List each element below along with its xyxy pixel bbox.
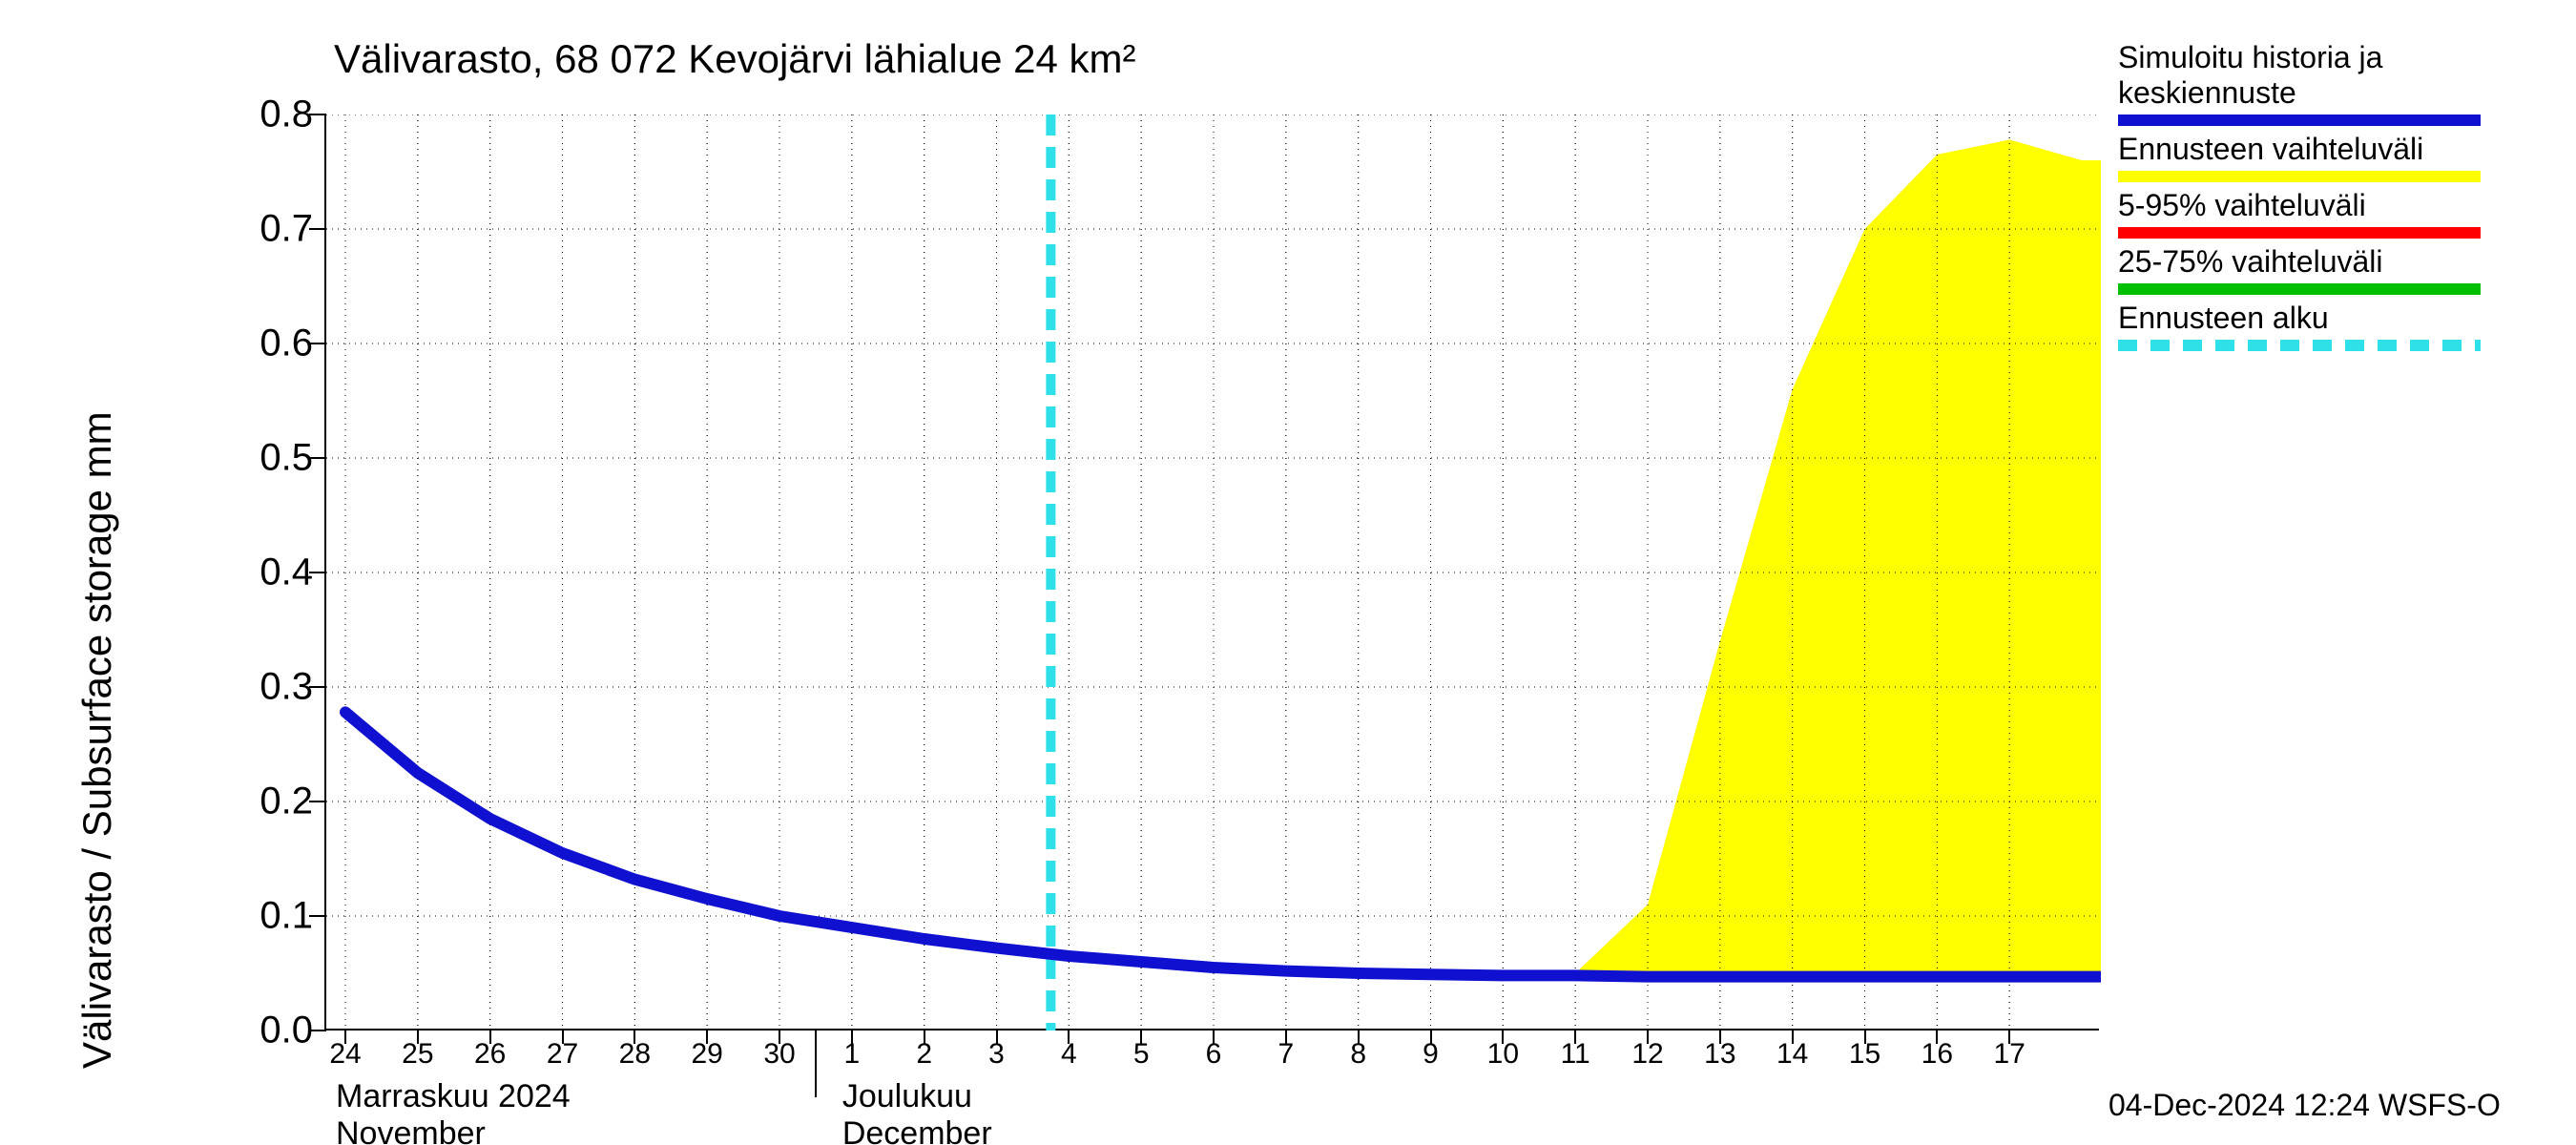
forecast-range-fill — [345, 139, 2101, 976]
y-axis-label: Välivarasto / Subsurface storage mm — [74, 411, 120, 1069]
legend-item: Ennusteen alku — [2118, 301, 2481, 351]
legend-item: Ennusteen vaihteluväli — [2118, 132, 2481, 182]
chart-title: Välivarasto, 68 072 Kevojärvi lähialue 2… — [334, 36, 1135, 82]
legend-swatch — [2118, 171, 2481, 182]
legend-label: Ennusteen alku — [2118, 301, 2481, 336]
plot-area: 0.00.10.20.30.40.50.60.70.82425262728293… — [324, 114, 2099, 1030]
legend-label: 5-95% vaihteluväli — [2118, 188, 2481, 223]
legend-swatch — [2118, 340, 2481, 351]
month-label: Marraskuu 2024November — [336, 1078, 571, 1145]
legend-swatch — [2118, 114, 2481, 126]
timestamp-label: 04-Dec-2024 12:24 WSFS-O — [2109, 1088, 2501, 1123]
legend-label: keskiennuste — [2118, 75, 2481, 111]
legend-label: Ennusteen vaihteluväli — [2118, 132, 2481, 167]
legend: Simuloitu historia jakeskiennuste Ennuste… — [2118, 40, 2481, 357]
legend-item: Simuloitu historia jakeskiennuste — [2118, 40, 2481, 126]
legend-swatch — [2118, 283, 2481, 295]
legend-swatch — [2118, 227, 2481, 239]
legend-label: 25-75% vaihteluväli — [2118, 244, 2481, 280]
legend-label: Simuloitu historia ja — [2118, 40, 2481, 75]
legend-item: 5-95% vaihteluväli — [2118, 188, 2481, 239]
month-label: JoulukuuDecember — [842, 1078, 992, 1145]
legend-item: 25-75% vaihteluväli — [2118, 244, 2481, 295]
